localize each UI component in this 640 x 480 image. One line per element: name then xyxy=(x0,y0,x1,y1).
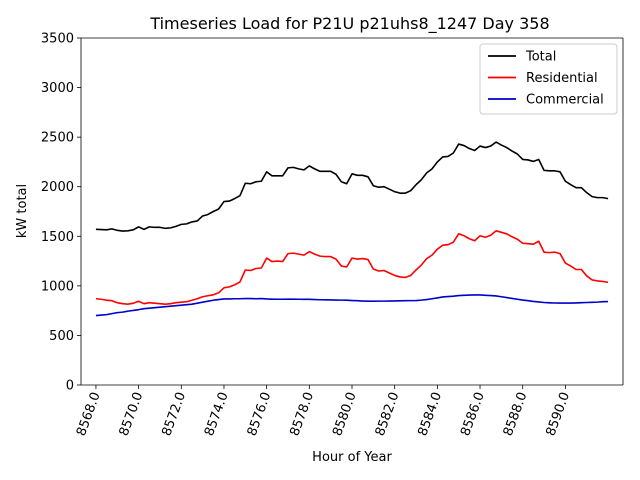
y-tick-label: 1000 xyxy=(41,279,74,294)
y-tick-label: 3500 xyxy=(41,32,74,47)
y-tick-label: 0 xyxy=(66,379,74,394)
y-axis: 0 500 1000 1500 2000 2500 3000 3500 xyxy=(41,32,81,394)
legend: Total Residential Commercial xyxy=(479,43,618,115)
legend-label-total: Total xyxy=(525,50,556,65)
series-line-commercial xyxy=(95,294,609,317)
series-line-total xyxy=(95,141,609,232)
legend-label-commercial: Commercial xyxy=(526,93,604,108)
series-layer xyxy=(95,141,609,317)
y-axis-label: kW total xyxy=(15,184,30,238)
axes-frame xyxy=(80,37,624,386)
y-tick-label: 3000 xyxy=(41,81,74,96)
y-tick-label: 500 xyxy=(49,329,74,344)
x-axis-label: Hour of Year xyxy=(312,450,392,465)
series-line-residential xyxy=(95,230,609,306)
legend-label-residential: Residential xyxy=(526,71,598,86)
y-tick-label: 1500 xyxy=(41,230,74,245)
chart-title: Timeseries Load for P21U p21uhs8_1247 Da… xyxy=(149,14,549,34)
y-tick-label: 2500 xyxy=(41,131,74,146)
legend-box xyxy=(479,43,618,115)
y-tick-label: 2000 xyxy=(41,180,74,195)
